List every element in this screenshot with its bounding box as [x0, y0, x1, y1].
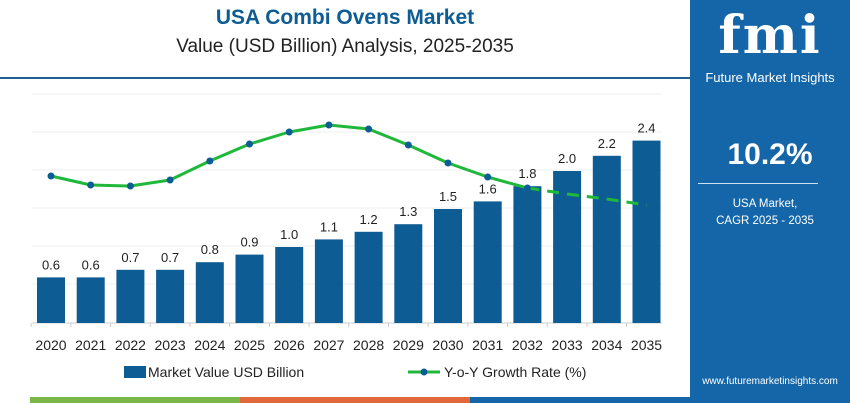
- bar: [195, 262, 224, 323]
- x-tick-label: 2033: [552, 337, 583, 353]
- growth-marker: [365, 125, 373, 133]
- bar: [235, 254, 264, 323]
- growth-marker: [206, 157, 214, 165]
- chart-plot: 0.6 2020 0.6 2021 0.7 2022 0.7 2023 0.8 2024 0.9 20…: [30, 93, 662, 380]
- bar-value-label: 2.0: [558, 151, 576, 166]
- growth-marker: [523, 184, 531, 192]
- cagr-period-label: CAGR 2025 - 2035: [716, 215, 814, 227]
- bar-value-label: 0.8: [201, 242, 219, 257]
- growth-marker: [444, 159, 452, 167]
- growth-marker: [126, 182, 134, 190]
- bar-value-label: 0.9: [240, 235, 258, 250]
- bar-value-label: 2.2: [598, 136, 616, 151]
- growth-marker: [484, 173, 492, 181]
- cagr-caption: USA Market, CAGR 2025 - 2035: [690, 196, 840, 230]
- bar-value-label: 0.7: [121, 250, 139, 265]
- legend-bar-swatch: [124, 366, 146, 378]
- legend-line-marker: [420, 368, 428, 376]
- bar: [156, 269, 185, 323]
- bar-value-label: 1.2: [360, 212, 378, 227]
- growth-marker: [325, 121, 333, 129]
- bar: [314, 239, 343, 323]
- x-tick-label: 2027: [313, 337, 344, 353]
- bar: [592, 155, 621, 323]
- bar-value-label: 1.5: [439, 189, 457, 204]
- bar: [513, 186, 542, 323]
- x-tick-label: 2020: [35, 337, 66, 353]
- bar: [37, 277, 65, 323]
- bar-value-label: 1.8: [518, 166, 536, 181]
- growth-marker: [246, 140, 253, 148]
- growth-marker: [166, 176, 174, 184]
- market-label: USA Market,: [732, 198, 798, 210]
- bar-value-label: 1.3: [399, 204, 417, 219]
- x-tick-label: 2032: [512, 337, 543, 353]
- x-tick-label: 2035: [631, 337, 662, 353]
- x-tick-label: 2022: [115, 337, 146, 353]
- growth-marker: [87, 181, 95, 189]
- website-link[interactable]: www.futuremarketinsights.com: [702, 376, 838, 387]
- bar-value-label: 2.4: [637, 121, 655, 136]
- x-tick-label: 2021: [75, 337, 106, 353]
- accent-strip-blue: [470, 397, 690, 403]
- bar-value-label: 1.0: [280, 227, 298, 242]
- bar: [434, 209, 462, 323]
- x-tick-label: 2028: [353, 337, 384, 353]
- growth-line-forecast: [527, 186, 647, 207]
- bar-value-label: 0.6: [42, 257, 60, 272]
- x-tick-label: 2024: [194, 337, 225, 353]
- brand-name: Future Market Insights: [705, 70, 835, 85]
- x-tick-label: 2026: [274, 337, 305, 353]
- legend-bar-label: Market Value USD Billion: [148, 364, 304, 380]
- bar: [632, 140, 661, 323]
- bar-value-label: 0.6: [82, 257, 100, 272]
- sidebar-panel: fmi Future Market Insights 10.2% USA Mar…: [690, 0, 850, 403]
- x-tick-label: 2029: [393, 337, 424, 353]
- growth-marker: [47, 172, 55, 180]
- accent-strip-green: [30, 397, 240, 403]
- chart-subtitle: Value (USD Billion) Analysis, 2025-2035: [176, 36, 514, 57]
- x-tick-label: 2023: [155, 337, 186, 353]
- bar: [116, 269, 145, 323]
- x-tick-label: 2025: [234, 337, 265, 353]
- chart-title: USA Combi Ovens Market: [215, 6, 475, 29]
- cagr-value: 10.2%: [727, 138, 813, 171]
- divider: [698, 183, 818, 184]
- accent-strip-orange: [240, 397, 470, 403]
- x-tick-label: 2031: [472, 337, 503, 353]
- bar: [394, 224, 423, 323]
- x-tick-label: 2030: [432, 337, 463, 353]
- growth-marker: [285, 128, 293, 136]
- divider: [0, 77, 690, 79]
- x-tick-label: 2034: [591, 337, 622, 353]
- bar-value-label: 1.1: [320, 219, 338, 234]
- bar: [473, 201, 502, 323]
- legend-line-label: Y-o-Y Growth Rate (%): [444, 364, 586, 380]
- growth-marker: [404, 141, 412, 149]
- bar: [76, 277, 105, 323]
- fmi-logo: fmi: [718, 5, 822, 66]
- bar-value-label: 1.6: [479, 181, 497, 196]
- bar-value-label: 0.7: [161, 250, 179, 265]
- bar: [354, 231, 383, 323]
- bar: [275, 247, 304, 323]
